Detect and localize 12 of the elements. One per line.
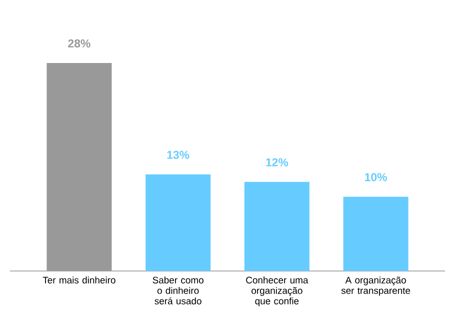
data-label: 28% bbox=[68, 39, 90, 48]
bar bbox=[46, 62, 112, 271]
data-label: 10% bbox=[365, 173, 387, 182]
x-tick-label: Ter mais dinheiro bbox=[42, 276, 116, 284]
data-label: 13% bbox=[167, 150, 190, 159]
bar bbox=[244, 182, 310, 271]
bar bbox=[146, 174, 211, 271]
x-tick-label: A organização ser transparente bbox=[341, 276, 410, 296]
bar bbox=[343, 196, 408, 271]
data-label: 12% bbox=[266, 158, 288, 166]
x-tick-label: Conhecer uma organização que confie bbox=[246, 276, 308, 306]
x-tick-label: Saber como o dinheiro será usado bbox=[152, 276, 204, 304]
